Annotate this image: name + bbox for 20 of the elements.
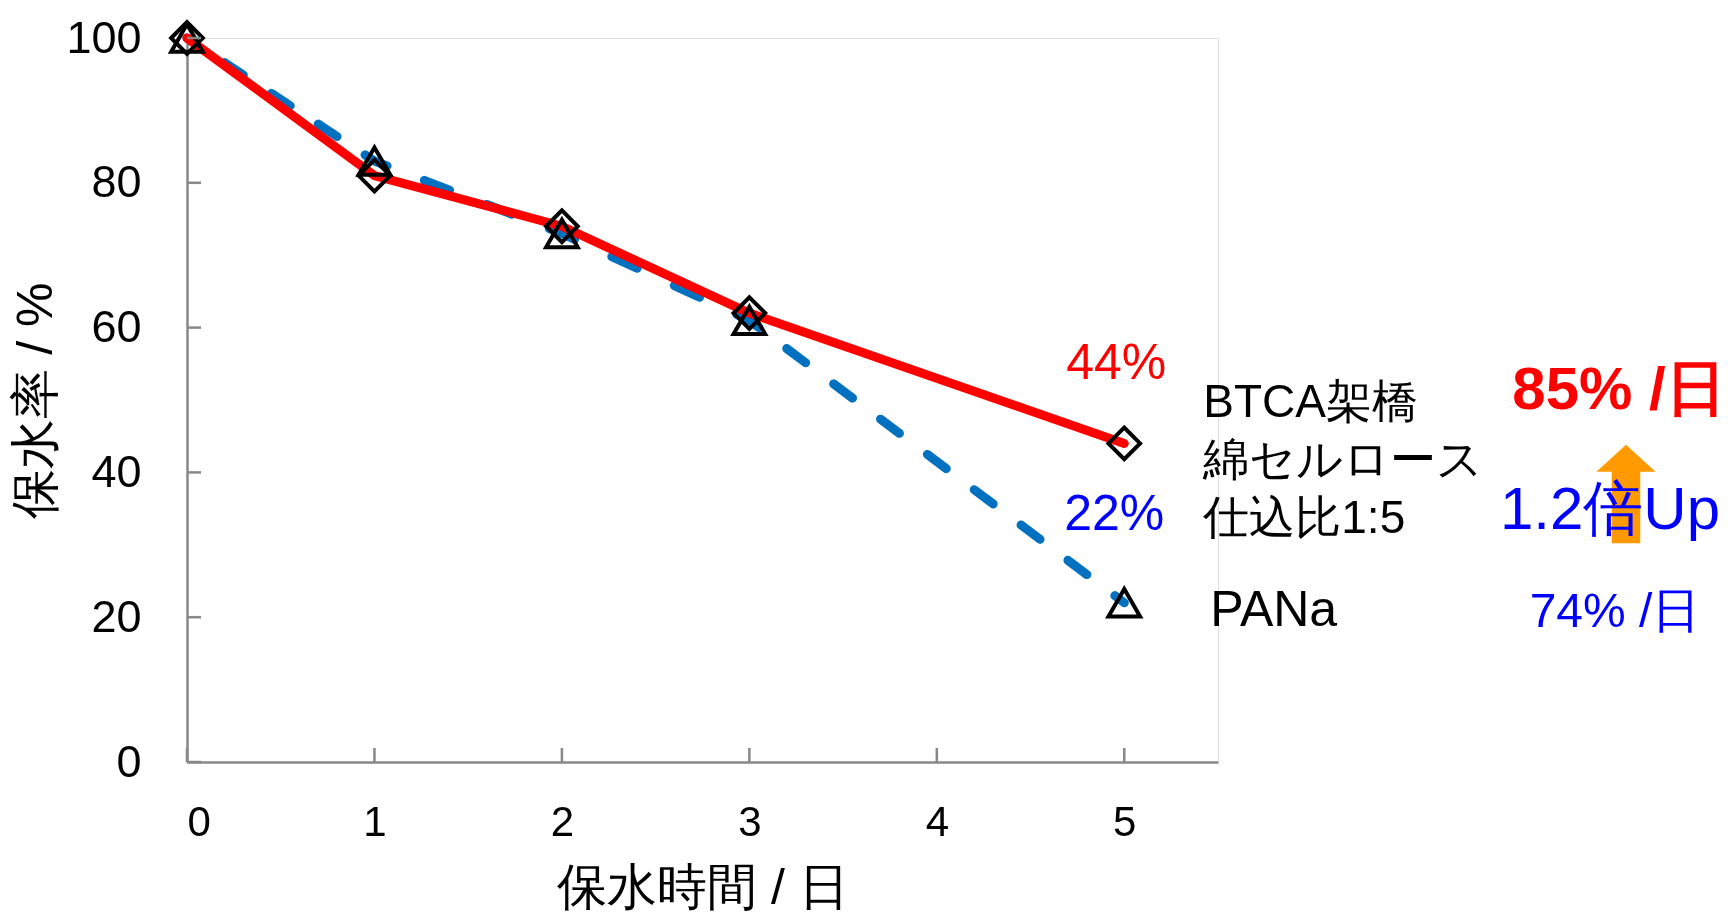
y-tick-label: 0	[116, 735, 142, 787]
y-tick-label: 100	[66, 11, 142, 63]
x-tick-label: 1	[363, 797, 387, 845]
y-axis-title: 保水率 / %	[7, 282, 64, 519]
y-tick-label: 80	[91, 156, 142, 208]
series-label: PANa	[1210, 580, 1338, 637]
y-tick-label: 60	[91, 301, 142, 353]
x-axis-title: 保水時間 / 日	[557, 858, 849, 915]
y-tick-label: 40	[91, 445, 142, 497]
text: 85% /日	[1512, 355, 1726, 422]
annotation: 22%	[1064, 484, 1165, 541]
y-tick-label: 20	[91, 590, 142, 642]
text: 74% /日	[1529, 584, 1701, 637]
annotation: 44%	[1066, 334, 1167, 391]
x-tick-label: 3	[738, 797, 762, 845]
series-label: BTCA架橋綿セルロース仕込比1:5	[1202, 375, 1484, 544]
x-tick-label: 2	[550, 797, 575, 845]
x-tick-label: 4	[925, 797, 949, 845]
x-tick-label: 0	[187, 797, 211, 845]
x-tick-label: 5	[1113, 797, 1137, 845]
